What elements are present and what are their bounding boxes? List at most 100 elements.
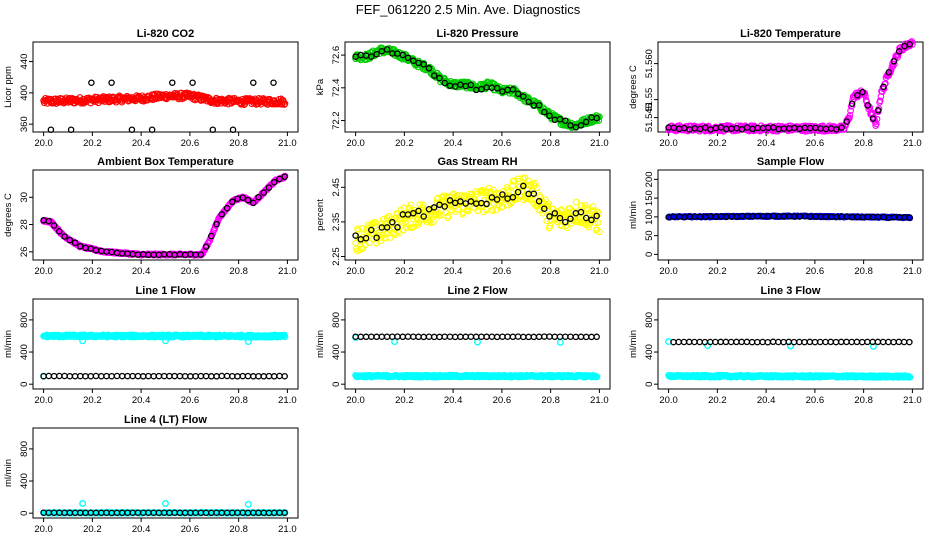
average-point	[838, 124, 845, 131]
outlier-point	[79, 500, 87, 507]
average-point	[462, 333, 469, 341]
average-point	[514, 90, 522, 98]
data-point	[493, 189, 500, 197]
average-point	[748, 338, 756, 346]
average-point	[588, 333, 595, 341]
plot-frame	[32, 427, 299, 519]
x-tick-label: 20.2	[708, 395, 727, 406]
average-point	[176, 372, 184, 380]
average-point	[373, 333, 380, 341]
average-point	[509, 194, 517, 201]
plot-frame	[32, 298, 299, 390]
y-axis-label: ml/min	[3, 330, 14, 358]
average-point	[229, 372, 236, 380]
y-tick-label: 400	[331, 344, 342, 360]
average-point	[66, 372, 74, 380]
y-tick-label: 400	[19, 344, 30, 360]
x-tick-label: 20.8	[541, 266, 560, 277]
y-tick-label: 800	[644, 312, 655, 328]
data-point	[545, 200, 552, 208]
x-tick-label: 21.0	[903, 266, 922, 277]
y-tick-label: 0	[644, 252, 655, 257]
average-point	[208, 232, 215, 240]
average-point	[281, 372, 288, 380]
average-point	[843, 118, 851, 125]
average-point	[187, 373, 194, 380]
series-average-markers	[352, 182, 600, 243]
average-point	[780, 338, 787, 346]
average-point	[738, 338, 745, 346]
chart-title: Li-820 Temperature	[740, 28, 841, 40]
y-tick-label: 0	[19, 382, 30, 387]
data-point	[593, 373, 601, 381]
average-point	[410, 333, 417, 340]
average-point	[567, 122, 574, 129]
outlier-point	[244, 338, 252, 346]
average-point	[895, 338, 903, 346]
average-point	[806, 338, 814, 346]
x-tick-label: 20.4	[444, 138, 463, 149]
average-point	[880, 83, 887, 91]
average-point	[66, 236, 74, 244]
outlier-point	[162, 337, 169, 345]
y-axis-label: ml/min	[315, 330, 326, 358]
average-point	[859, 88, 866, 96]
x-tick-label: 20.0	[346, 266, 365, 277]
average-point	[45, 217, 53, 225]
average-point	[394, 224, 401, 231]
outlier-point	[162, 500, 169, 507]
average-point	[577, 208, 585, 216]
x-tick-label: 20.6	[181, 395, 200, 406]
data-point	[392, 231, 399, 238]
average-point	[582, 214, 590, 222]
y-axis-label: Licor ppm	[3, 66, 14, 108]
average-point	[717, 338, 724, 346]
average-point	[446, 197, 454, 204]
data-point	[372, 219, 379, 226]
average-point	[472, 333, 480, 341]
average-point	[229, 126, 237, 133]
page-title: FEF_061220 2.5 Min. Ave. Diagnostics	[355, 2, 581, 17]
average-point	[535, 197, 543, 205]
average-point	[357, 333, 365, 341]
average-point	[879, 338, 887, 346]
data-point	[430, 218, 437, 226]
y-tick-label: 2.35	[331, 213, 342, 232]
x-tick-label: 20.2	[708, 266, 727, 277]
x-tick-label: 20.2	[83, 524, 102, 535]
average-point	[895, 48, 903, 55]
plot-frame	[657, 298, 924, 390]
average-point	[265, 184, 273, 191]
average-point	[213, 220, 220, 228]
average-point	[572, 333, 580, 341]
y-tick-label: 200	[644, 171, 655, 187]
panel-gas-stream-rh: Gas Stream RH 20.0 20.2 20.4 20.6 20.8 21.0 2.2…	[315, 156, 611, 277]
average-point	[362, 234, 370, 242]
x-tick-label: 20.6	[806, 395, 825, 406]
data-point	[281, 100, 289, 108]
panel-box-temperature: Ambient Box Temperature 20.0 20.2 20.4 20.6 2…	[3, 156, 299, 277]
average-point	[129, 372, 136, 380]
average-point	[103, 372, 110, 380]
average-point	[733, 338, 740, 346]
average-point	[139, 373, 147, 380]
data-point	[529, 196, 536, 203]
y-tick-label: 400	[19, 473, 30, 489]
data-point	[533, 184, 541, 192]
plot-frame	[32, 41, 299, 133]
y-axis-label: kPa	[315, 78, 326, 95]
average-point	[244, 372, 252, 380]
average-point	[551, 333, 559, 341]
average-point	[446, 333, 454, 340]
average-point	[712, 338, 719, 346]
x-tick-label: 20.2	[708, 138, 727, 149]
average-point	[234, 373, 241, 380]
average-point	[389, 218, 396, 226]
average-point	[166, 372, 173, 380]
panel-line1-flow: Line 1 Flow 20.0 20.2 20.4 20.6 20.8 21.0 0 400 8…	[3, 285, 299, 406]
average-point	[270, 373, 278, 380]
average-point	[150, 372, 157, 380]
chart-title: Gas Stream RH	[437, 156, 517, 168]
x-tick-label: 21.0	[590, 266, 609, 277]
